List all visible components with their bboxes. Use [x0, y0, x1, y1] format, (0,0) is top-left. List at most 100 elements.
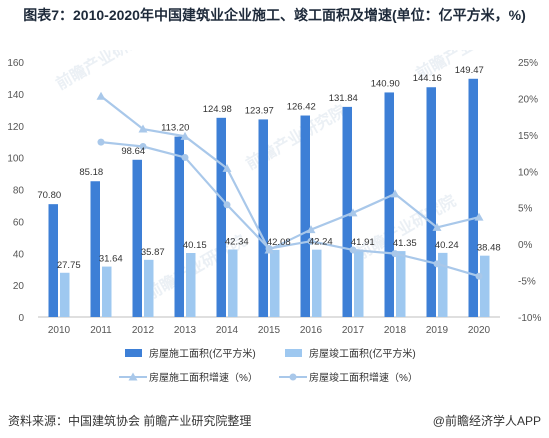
- construction-growth-point: [222, 163, 232, 172]
- completion-area-label: 38.48: [477, 243, 501, 254]
- construction-area-bar: [342, 106, 352, 317]
- completion-area-bar: [228, 249, 238, 317]
- completion-growth-point: [307, 237, 315, 245]
- construction-area-label: 140.90: [371, 78, 400, 89]
- construction-area-label: 98.64: [121, 146, 145, 157]
- completion-area-label: 40.15: [183, 240, 207, 251]
- x-tick-label: 2016: [300, 325, 323, 336]
- completion-area-bar: [186, 253, 196, 317]
- construction-area-label: 131.84: [329, 93, 358, 104]
- construction-growth-point: [138, 124, 148, 133]
- legend-label: 房屋竣工面积增速（%）: [309, 371, 418, 384]
- construction-growth-point: [348, 208, 358, 217]
- construction-growth-line: [100, 95, 480, 252]
- x-tick-label: 2020: [468, 325, 491, 336]
- completion-area-label: 41.35: [393, 238, 417, 249]
- legend-swatch: [285, 349, 302, 357]
- construction-area-bar: [48, 204, 58, 317]
- completion-area-bar: [144, 259, 154, 317]
- completion-area-bar: [102, 266, 112, 317]
- construction-growth-point: [180, 131, 190, 140]
- y-left-tick-label: 80: [13, 186, 25, 197]
- completion-growth-point: [391, 250, 399, 258]
- legend-label: 房屋施工面积增速（%）: [149, 371, 258, 384]
- completion-area-bar: [270, 249, 280, 317]
- construction-growth-point: [96, 91, 106, 100]
- x-tick-label: 2011: [90, 325, 112, 336]
- completion-area-label: 41.91: [351, 237, 375, 248]
- construction-area-label: 144.16: [413, 73, 442, 84]
- construction-area-bar: [174, 136, 184, 317]
- construction-growth-point: [432, 222, 442, 231]
- construction-area-bar: [258, 119, 268, 317]
- construction-area-label: 126.42: [287, 102, 316, 113]
- chart-title: 图表7：2010-2020年中国建筑业企业施工、竣工面积及增速(单位：亿平方米，…: [23, 7, 526, 23]
- completion-growth-point: [265, 245, 273, 253]
- y-right-tick-label: 15%: [518, 131, 538, 142]
- x-tick-label: 2012: [132, 325, 155, 336]
- completion-area-label: 35.87: [141, 247, 165, 258]
- y-left-tick-label: 0: [18, 313, 24, 324]
- completion-area-label: 27.75: [57, 260, 81, 271]
- construction-area-label: 70.80: [37, 190, 61, 201]
- construction-growth-point: [306, 225, 316, 234]
- x-tick-label: 2015: [258, 325, 281, 336]
- construction-area-bar: [90, 181, 100, 317]
- completion-area-label: 42.24: [309, 237, 333, 248]
- y-left-tick-label: 120: [7, 122, 24, 133]
- completion-area-bar: [396, 251, 406, 317]
- legend-marker: [128, 372, 138, 381]
- y-right-tick-label: 10%: [518, 167, 538, 178]
- construction-area-label: 149.47: [455, 65, 484, 76]
- y-right-tick-label: 25%: [518, 58, 538, 69]
- legend-swatch: [125, 349, 142, 357]
- construction-area-label: 124.98: [203, 104, 232, 115]
- data-labels: 70.80 85.18 98.64 113.20 124.98 123.97 126.42 1…: [37, 65, 500, 271]
- construction-area-label: 123.97: [245, 105, 274, 116]
- completion-growth-point: [139, 143, 147, 151]
- y-right-tick-label: -5%: [518, 277, 536, 288]
- completion-area-label: 42.08: [267, 237, 291, 248]
- x-tick-label: 2019: [426, 325, 449, 336]
- bars: [48, 78, 490, 317]
- completion-area-label: 40.24: [435, 240, 459, 251]
- construction-area-bar: [468, 78, 478, 317]
- construction-area-bar: [300, 115, 310, 317]
- y-left-tick-label: 100: [7, 154, 24, 165]
- completion-growth-point: [223, 201, 231, 209]
- legend-marker: [289, 373, 297, 381]
- construction-area-bar: [132, 159, 142, 317]
- completion-area-bar: [312, 249, 322, 317]
- x-tick-label: 2014: [216, 325, 239, 336]
- completion-growth-point: [349, 246, 357, 254]
- y-left-tick-label: 140: [7, 90, 24, 101]
- legend-label: 房屋施工面积(亿平方米): [149, 347, 256, 360]
- construction-area-bar: [384, 92, 394, 317]
- construction-area-bar: [426, 87, 436, 317]
- y-left-tick-label: 20: [13, 281, 25, 292]
- y-left-tick-label: 60: [13, 217, 25, 228]
- construction-growth-point: [474, 212, 484, 221]
- y-right-tick-label: 0%: [518, 240, 533, 251]
- completion-area-bar: [60, 272, 70, 317]
- source-note: 资料来源：中国建筑协会 前瞻产业研究院整理: [8, 414, 252, 428]
- axes: 0 20 40 60 80 100 120 140 160 -10% -5% 0% 5% 10% 15% 20…: [7, 58, 541, 336]
- y-right-tick-label: 20%: [518, 94, 538, 105]
- brand-credit: @前瞻经济学人APP: [432, 414, 541, 428]
- completion-area-label: 42.34: [225, 237, 249, 248]
- completion-area-label: 31.64: [99, 254, 123, 265]
- chart-svg: 前瞻产业研究院前瞻产业研究院前瞻产业研究院前瞻产业研究院前瞻产业研究院 0 20 4…: [7, 50, 541, 384]
- x-tick-label: 2010: [48, 325, 71, 336]
- completion-growth-point: [433, 260, 441, 268]
- construction-area-label: 85.18: [79, 167, 103, 178]
- legend-label: 房屋竣工面积(亿平方米): [309, 347, 416, 360]
- y-left-tick-label: 40: [13, 249, 25, 260]
- y-right-tick-label: 5%: [518, 204, 533, 215]
- lines: [96, 91, 484, 280]
- completion-growth-line: [100, 141, 480, 278]
- completion-growth-point: [475, 272, 483, 280]
- y-left-tick-label: 160: [7, 58, 24, 69]
- watermark-text: 前瞻产业研究院: [53, 50, 160, 93]
- y-right-tick-label: -10%: [518, 313, 541, 324]
- x-tick-label: 2018: [384, 325, 407, 336]
